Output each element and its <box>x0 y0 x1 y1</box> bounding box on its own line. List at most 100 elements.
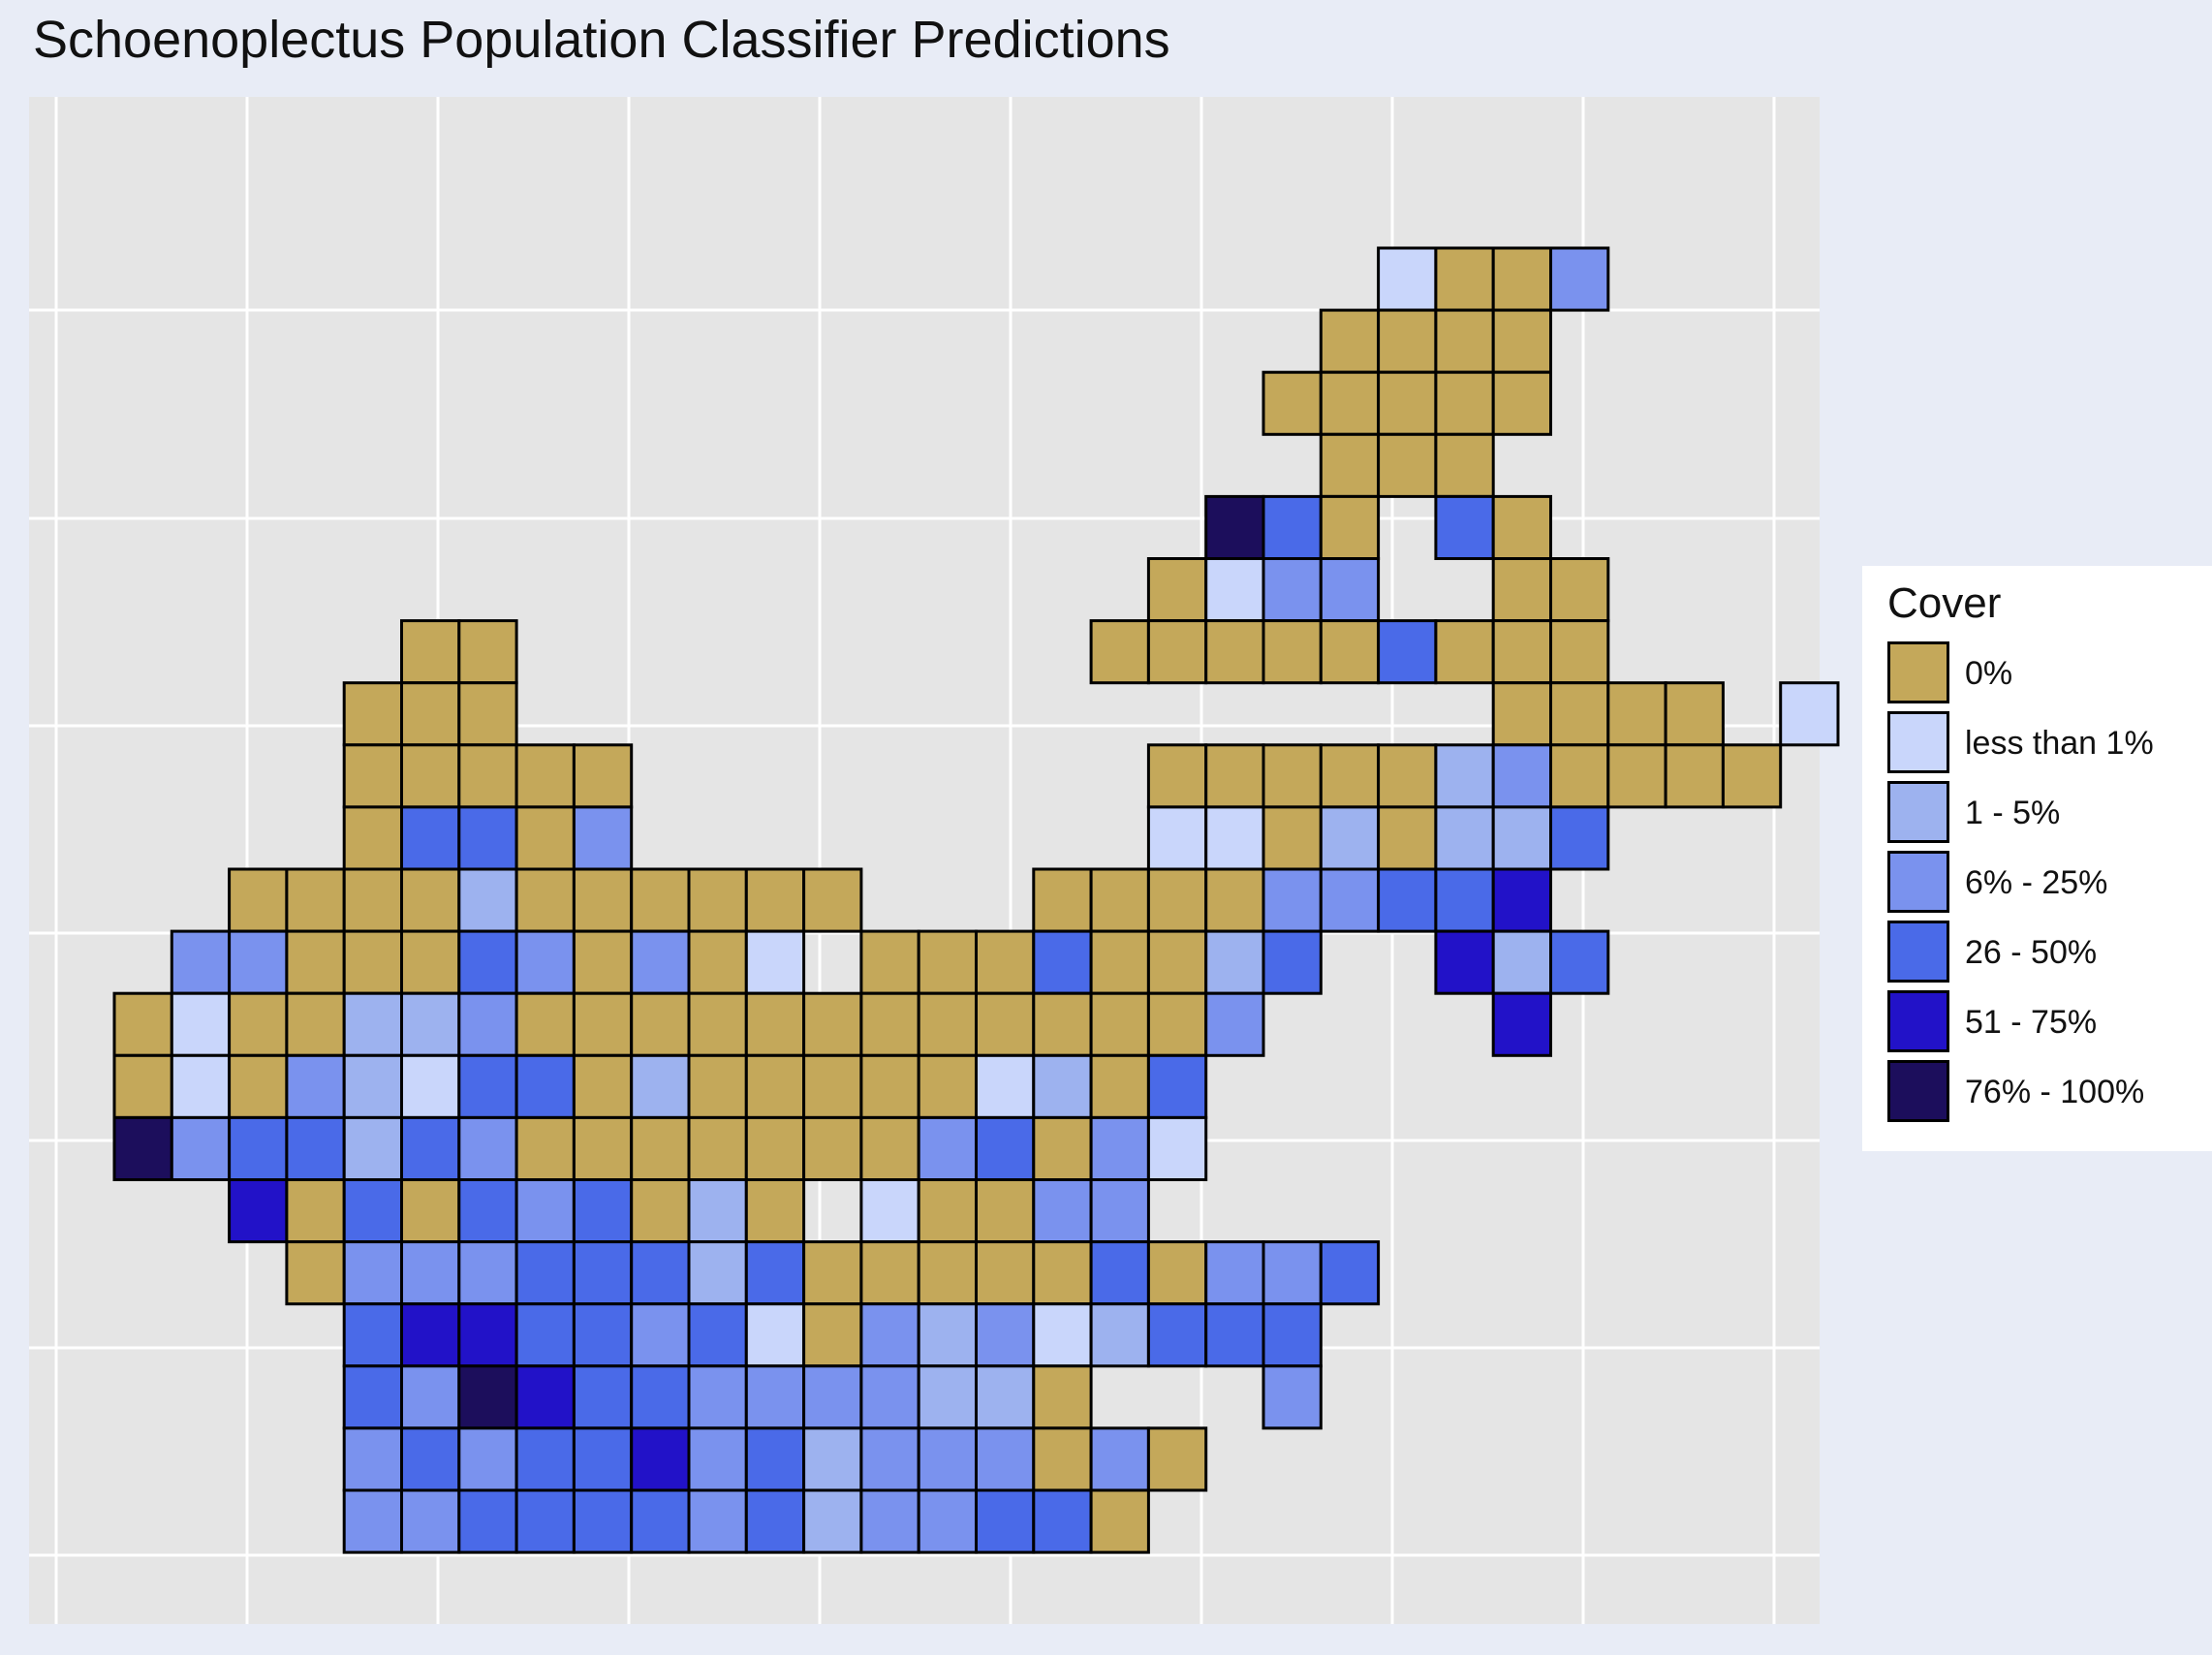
cover-tile <box>630 1364 691 1430</box>
cover-tile <box>630 1488 691 1554</box>
cover-tile <box>1434 432 1495 498</box>
cover-tile <box>342 991 404 1057</box>
cover-tile <box>400 1053 461 1119</box>
cover-tile <box>457 1115 518 1182</box>
cover-tile <box>802 1115 863 1182</box>
cover-tile <box>514 1240 576 1306</box>
cover-tile <box>1204 743 1265 809</box>
cover-tile <box>285 1115 346 1182</box>
cover-tile <box>1491 867 1552 933</box>
cover-tile <box>1032 1426 1093 1492</box>
cover-tile <box>1089 929 1150 995</box>
cover-tile <box>1319 1240 1381 1306</box>
cover-tile <box>1032 1240 1093 1306</box>
cover-tile <box>457 929 518 995</box>
cover-tile <box>228 991 289 1057</box>
cover-tile <box>1319 494 1381 561</box>
cover-tile <box>630 1302 691 1368</box>
legend-swatch <box>1887 711 1949 773</box>
cover-tile <box>859 929 920 995</box>
cover-tile <box>572 929 634 995</box>
cover-tile <box>514 1115 576 1182</box>
cover-tile <box>457 743 518 809</box>
cover-tile <box>514 867 576 933</box>
cover-tile <box>687 1488 748 1554</box>
cover-tile <box>457 1302 518 1368</box>
cover-tile <box>457 619 518 685</box>
cover-tile <box>1319 619 1381 685</box>
cover-tile <box>228 867 289 933</box>
cover-tile <box>170 991 232 1057</box>
cover-tile <box>400 1364 461 1430</box>
cover-tile <box>630 1240 691 1306</box>
cover-tile <box>975 1178 1036 1244</box>
legend-label: 0% <box>1965 655 2013 692</box>
cover-tile <box>917 1426 979 1492</box>
cover-tile <box>170 1115 232 1182</box>
cover-tile <box>1146 557 1208 623</box>
cover-tile <box>112 1053 173 1119</box>
cover-tile <box>1434 743 1495 809</box>
cover-tile <box>285 1053 346 1119</box>
cover-tile <box>400 1240 461 1306</box>
cover-tile <box>572 991 634 1057</box>
cover-tile <box>917 1053 979 1119</box>
cover-tile <box>1032 991 1093 1057</box>
cover-tile <box>687 1053 748 1119</box>
cover-tile <box>1319 370 1381 436</box>
cover-tile <box>1089 1302 1150 1368</box>
cover-tile <box>170 1053 232 1119</box>
cover-tile <box>859 1364 920 1430</box>
cover-tile <box>630 867 691 933</box>
legend-swatch <box>1887 781 1949 843</box>
cover-tile <box>112 991 173 1057</box>
cover-tile <box>1089 1426 1150 1492</box>
cover-tile <box>1549 681 1610 747</box>
cover-tile <box>744 991 806 1057</box>
cover-tile <box>687 1178 748 1244</box>
cover-tile <box>1032 867 1093 933</box>
cover-tile <box>400 743 461 809</box>
cover-tile <box>457 681 518 747</box>
cover-tile <box>1434 308 1495 374</box>
cover-tile <box>1377 619 1438 685</box>
cover-tile <box>859 1426 920 1492</box>
cover-tile <box>1204 867 1265 933</box>
cover-tile <box>630 929 691 995</box>
cover-tile <box>917 1488 979 1554</box>
cover-tile <box>687 1302 748 1368</box>
cover-tile <box>1779 681 1840 747</box>
cover-tile <box>572 1178 634 1244</box>
cover-tile <box>1262 743 1323 809</box>
cover-tile <box>342 1053 404 1119</box>
cover-tile <box>744 867 806 933</box>
cover-tile <box>802 1240 863 1306</box>
cover-tile <box>112 1115 173 1182</box>
cover-tile <box>285 991 346 1057</box>
cover-tile <box>917 1240 979 1306</box>
cover-tile <box>1204 991 1265 1057</box>
cover-tile <box>975 1115 1036 1182</box>
cover-tile <box>1146 805 1208 871</box>
legend-item: 26 - 50% <box>1887 921 2212 986</box>
cover-tile <box>1146 991 1208 1057</box>
cover-tile <box>1032 1178 1093 1244</box>
legend-label: less than 1% <box>1965 725 2154 762</box>
cover-tile <box>572 1115 634 1182</box>
cover-tile <box>457 1053 518 1119</box>
cover-tile <box>1377 805 1438 871</box>
cover-tile <box>1089 991 1150 1057</box>
cover-tile <box>514 991 576 1057</box>
cover-tile <box>1204 557 1265 623</box>
legend-item: less than 1% <box>1887 711 2212 777</box>
cover-tile <box>859 991 920 1057</box>
cover-tile <box>1204 494 1265 561</box>
cover-tile <box>802 867 863 933</box>
cover-tile <box>1146 743 1208 809</box>
cover-tile <box>1491 805 1552 871</box>
cover-tile <box>1204 1240 1265 1306</box>
cover-tile <box>917 1115 979 1182</box>
legend-label: 1 - 5% <box>1965 795 2061 831</box>
cover-tile <box>1491 619 1552 685</box>
cover-tile <box>342 929 404 995</box>
